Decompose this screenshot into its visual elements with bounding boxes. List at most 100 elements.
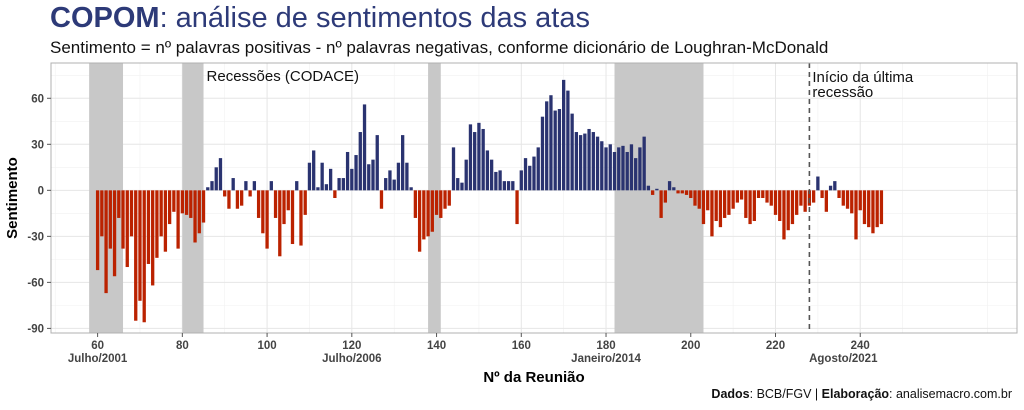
sentiment-bar (189, 190, 193, 218)
sentiment-bar (354, 155, 358, 191)
sentiment-bar (706, 190, 710, 211)
sentiment-bar (528, 165, 532, 191)
chart-title: COPOM: análise de sentimentos das atas (50, 2, 590, 35)
sentiment-bar (210, 181, 214, 191)
last-recession-label-line2: recessão (812, 84, 873, 101)
sentiment-bar (676, 190, 680, 194)
recession-band (428, 63, 441, 333)
sentiment-bar (841, 190, 845, 206)
sentiment-bar (506, 181, 511, 191)
sentiment-bar (100, 190, 104, 237)
sentiment-bar (227, 190, 231, 209)
y-tick-label: 0 (38, 185, 44, 197)
sentiment-bar (595, 136, 600, 191)
sentiment-bar (235, 190, 240, 209)
sentiment-bar (333, 190, 337, 198)
sentiment-bar (867, 190, 871, 228)
sentiment-bar (371, 159, 375, 191)
sentiment-bar (824, 190, 828, 212)
sentiment-bar (401, 135, 405, 191)
y-tick-label: 30 (31, 139, 44, 151)
sentiment-bar (290, 190, 295, 245)
sentiment-bar (358, 132, 362, 191)
sentiment-bar (655, 188, 659, 191)
sentiment-bar (553, 110, 557, 191)
sentiment-bar (540, 116, 545, 191)
sentiment-bar (875, 190, 879, 228)
sentiment-bar (837, 190, 841, 198)
sentiment-bar (820, 190, 824, 198)
chart-title-rest: : análise de sentimentos das atas (159, 2, 590, 34)
sentiment-bar (112, 190, 117, 277)
sentiment-bar (417, 190, 422, 252)
sentiment-bar (104, 190, 108, 294)
sentiment-bar (460, 182, 464, 191)
sentiment-bar (320, 162, 324, 191)
sentiment-bar (549, 95, 553, 191)
sentiment-bar (278, 190, 282, 257)
sentiment-bar (138, 190, 142, 301)
sentiment-bar (155, 190, 159, 258)
sentiment-bar (316, 187, 320, 191)
sentiment-bar (134, 190, 138, 321)
caption-dados-value: : BCB/FGV | (749, 387, 822, 401)
sentiment-bar (693, 190, 697, 206)
sentiment-bar (680, 190, 684, 194)
sentiment-bar (108, 190, 112, 249)
sentiment-bar (426, 190, 430, 237)
sentiment-bar (854, 190, 858, 240)
sentiment-bar (684, 190, 689, 195)
sentiment-bar (583, 133, 587, 191)
sentiment-bar (761, 190, 765, 198)
sentiment-bar (769, 190, 773, 206)
sentiment-bar (201, 190, 206, 223)
sentiment-bar (811, 190, 816, 203)
sentiment-bar (223, 190, 227, 197)
x-date-label: Agosto/2021 (809, 353, 878, 365)
sentiment-bar (646, 185, 651, 191)
sentiment-bar (451, 147, 456, 191)
sentiment-bar (307, 162, 312, 191)
sentiment-bar (413, 190, 418, 218)
sentiment-bar (879, 190, 884, 225)
sentiment-bar (816, 176, 820, 191)
sentiment-bar (532, 156, 536, 191)
y-tick-label: -60 (27, 277, 44, 289)
sentiment-bar (197, 190, 201, 234)
sentiment-bar (578, 135, 583, 191)
sentiment-bar (638, 147, 642, 191)
sentiment-bar (850, 190, 854, 214)
sentiment-bar (261, 190, 265, 234)
sentiment-bar (392, 179, 396, 191)
x-tick-label: 200 (681, 340, 700, 352)
sentiment-bar (117, 190, 121, 218)
sentiment-bar (536, 147, 540, 191)
sentiment-bar (659, 190, 663, 218)
sentiment-bar (231, 178, 235, 191)
x-tick-label: 240 (851, 340, 870, 352)
sentiment-bar (511, 181, 515, 191)
sentiment-bar (142, 190, 146, 323)
sentiment-bar (557, 109, 562, 191)
sentiment-bar (714, 190, 718, 222)
sentiment-bar (697, 190, 701, 209)
sentiment-bar (434, 190, 439, 215)
sentiment-bar (396, 162, 401, 191)
sentiment-bar (858, 190, 862, 211)
sentiment-bar (795, 190, 799, 215)
sentiment-bar (845, 190, 850, 209)
sentiment-bar (146, 190, 151, 264)
sentiment-bar (299, 190, 303, 246)
sentiment-bar (782, 190, 786, 240)
sentiment-bar (464, 159, 468, 191)
sentiment-bar (718, 190, 723, 228)
sentiment-bar (642, 136, 646, 191)
sentiment-bar (790, 190, 795, 225)
sentiment-bar (125, 190, 129, 268)
sentiment-bar (176, 190, 180, 249)
recession-label: Recessões (CODACE) (207, 68, 360, 85)
sentiment-bar (485, 150, 490, 191)
sentiment-bar (375, 135, 379, 191)
sentiment-bar (494, 171, 498, 191)
sentiment-bar (748, 190, 752, 225)
